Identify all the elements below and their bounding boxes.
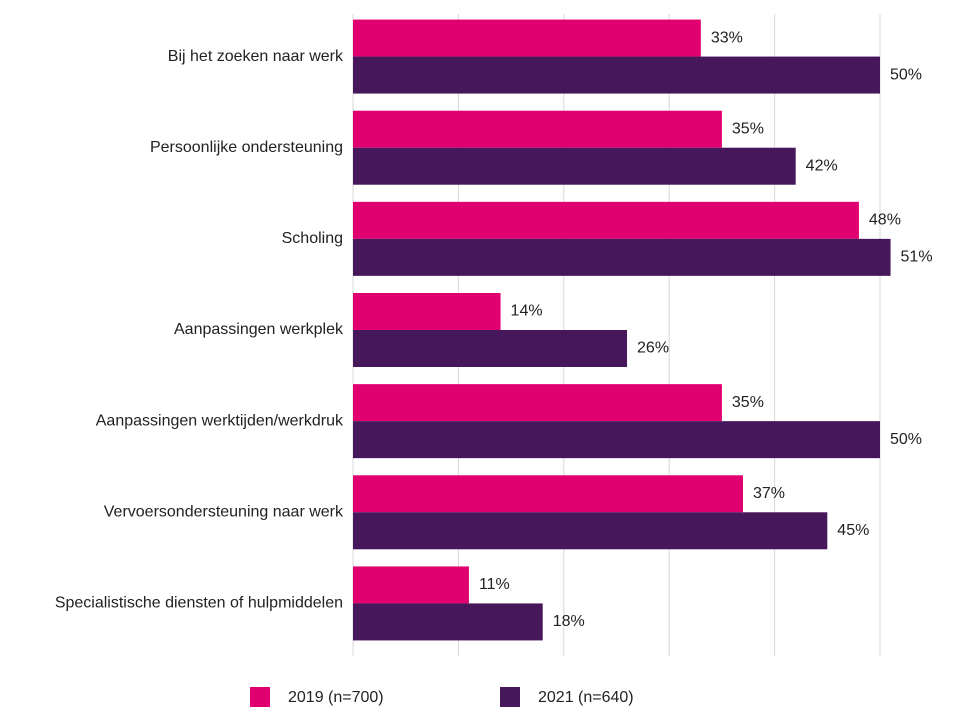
value-label: 45% bbox=[837, 522, 869, 539]
value-label: 50% bbox=[890, 66, 922, 83]
value-label: 50% bbox=[890, 431, 922, 448]
value-label: 51% bbox=[901, 249, 933, 266]
category-label: Specialistische diensten of hulpmiddelen bbox=[55, 595, 343, 612]
bar bbox=[353, 201, 859, 239]
value-label: 26% bbox=[637, 340, 669, 357]
value-label: 11% bbox=[479, 576, 510, 593]
bar bbox=[353, 110, 722, 148]
legend-label: 2019 (n=700) bbox=[288, 689, 384, 706]
value-label: 37% bbox=[753, 485, 785, 502]
bar bbox=[353, 421, 880, 459]
value-label: 42% bbox=[806, 157, 838, 174]
value-label: 14% bbox=[511, 303, 543, 320]
bar bbox=[353, 603, 543, 641]
category-label: Scholing bbox=[282, 230, 343, 247]
legend-swatch bbox=[250, 687, 270, 707]
value-label: 35% bbox=[732, 120, 764, 137]
value-label: 18% bbox=[553, 613, 585, 630]
value-label: 35% bbox=[732, 394, 764, 411]
bar bbox=[353, 330, 628, 367]
category-label: Aanpassingen werktijden/werkdruk bbox=[96, 412, 344, 429]
bar bbox=[353, 512, 828, 550]
category-label: Persoonlijke ondersteuning bbox=[150, 139, 343, 156]
category-label: Vervoersondersteuning naar werk bbox=[104, 504, 344, 521]
bar bbox=[353, 566, 469, 604]
bar bbox=[353, 475, 743, 513]
value-label: 48% bbox=[869, 212, 901, 229]
bar bbox=[353, 238, 891, 276]
category-label: Bij het zoeken naar werk bbox=[168, 48, 344, 65]
bar bbox=[353, 147, 796, 185]
legend-label: 2021 (n=640) bbox=[538, 689, 634, 706]
bar bbox=[353, 293, 501, 330]
category-label: Aanpassingen werkplek bbox=[174, 321, 344, 338]
value-label: 33% bbox=[711, 29, 743, 46]
bar bbox=[353, 384, 722, 422]
bar bbox=[353, 19, 701, 57]
bar bbox=[353, 56, 880, 94]
legend-swatch bbox=[500, 687, 520, 707]
